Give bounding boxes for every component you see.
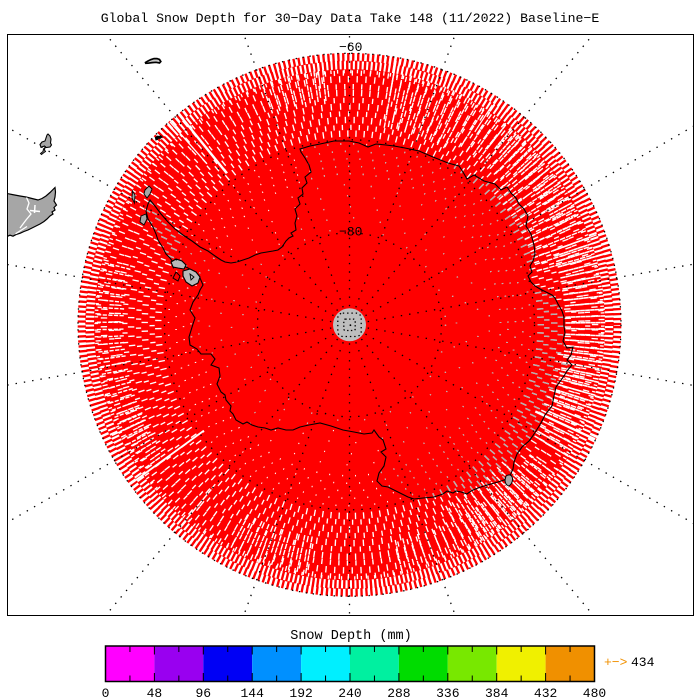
svg-text:144: 144 bbox=[240, 686, 264, 700]
svg-text:288: 288 bbox=[387, 686, 410, 700]
svg-text:−60: −60 bbox=[339, 40, 362, 55]
svg-text:384: 384 bbox=[485, 686, 509, 700]
svg-text:240: 240 bbox=[338, 686, 361, 700]
svg-text:480: 480 bbox=[583, 686, 606, 700]
svg-text:96: 96 bbox=[195, 686, 211, 700]
svg-text:Snow Depth (mm): Snow Depth (mm) bbox=[290, 629, 412, 644]
svg-text:434: 434 bbox=[631, 655, 655, 670]
svg-text:336: 336 bbox=[436, 686, 459, 700]
svg-text:192: 192 bbox=[289, 686, 312, 700]
svg-text:+−>: +−> bbox=[604, 655, 628, 670]
svg-text:Global Snow Depth for 30−Day D: Global Snow Depth for 30−Day Data Take 1… bbox=[101, 11, 600, 26]
svg-text:−80: −80 bbox=[339, 225, 362, 240]
svg-text:0: 0 bbox=[102, 686, 110, 700]
svg-text:48: 48 bbox=[147, 686, 163, 700]
svg-text:432: 432 bbox=[534, 686, 557, 700]
